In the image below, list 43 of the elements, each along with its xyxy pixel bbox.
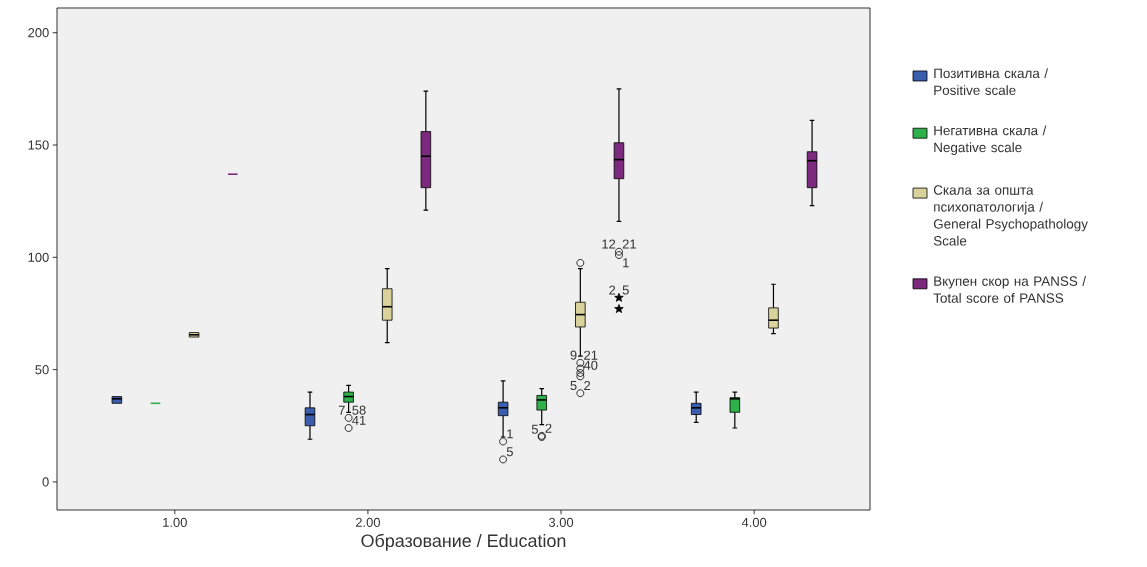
point: [576, 389, 585, 398]
x-tick-label: 3.00: [548, 517, 574, 527]
point: [499, 455, 507, 464]
legend-label: Вкупен скор на PANSS / Total score of PANSS: [933, 276, 1087, 303]
annotation: 2: [609, 285, 616, 295]
annotation: 1: [507, 429, 513, 439]
point: [614, 304, 624, 313]
point: [576, 369, 585, 377]
annotation: 58: [352, 405, 366, 415]
annotation: 1: [623, 258, 629, 268]
annotation: 5: [622, 285, 629, 295]
point: [615, 251, 623, 259]
x-tick-label: 4.00: [741, 517, 767, 527]
point: [499, 437, 507, 446]
annotation: 41: [352, 415, 366, 425]
annotation: 2: [584, 380, 591, 391]
annotation: 21: [584, 350, 598, 360]
y-tick-label: 50: [35, 365, 49, 375]
legend-label: Скала за општа психопатологија / General Psychopathology Scale: [933, 185, 1088, 246]
annotation: 40: [583, 360, 598, 370]
point: [576, 372, 585, 381]
x-tick-label: 1.00: [163, 517, 187, 527]
y-tick-label: 100: [28, 252, 49, 262]
point: [576, 364, 585, 373]
point: [576, 259, 585, 267]
annotation: 12: [602, 239, 616, 249]
point: [615, 247, 623, 256]
annotation: 21: [622, 239, 636, 249]
annotation: 5: [570, 380, 577, 391]
annotation: 5: [531, 424, 538, 434]
y-tick-label: 150: [28, 140, 49, 150]
annotation: 5: [506, 447, 513, 457]
legend-label: Позитивна скала / Positive scale: [934, 68, 1049, 95]
legend-label: Негативна скала / Negative scale: [934, 125, 1047, 155]
x-tick-label: 2.00: [355, 517, 381, 527]
annotation: 7: [338, 405, 345, 415]
x-axis-title: Образование / Education: [361, 533, 566, 551]
annotation: 2: [545, 423, 552, 433]
annotation: 9: [570, 350, 577, 360]
y-tick-label: 200: [28, 28, 49, 38]
point: [344, 424, 353, 432]
y-tick-label: 0: [42, 477, 49, 487]
point: [614, 292, 624, 302]
